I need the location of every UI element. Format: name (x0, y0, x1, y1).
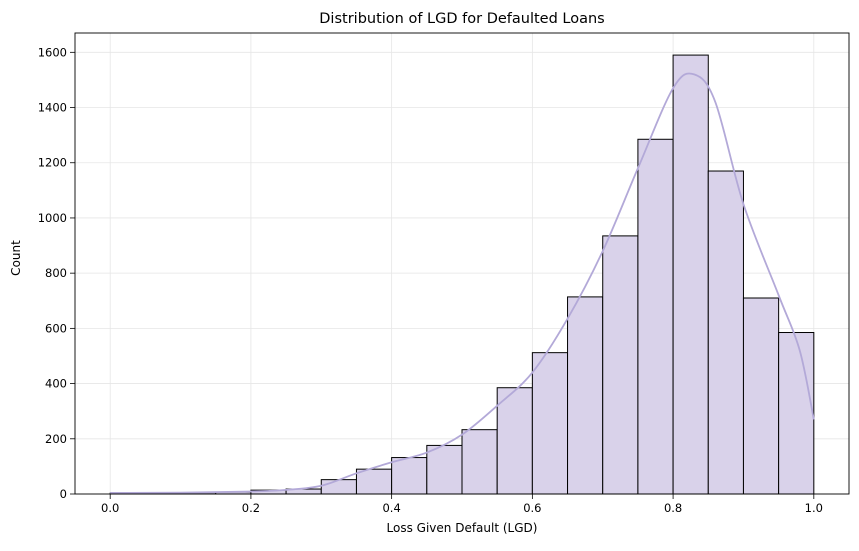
x-tick-label: 0.8 (664, 501, 682, 515)
axes (74, 32, 850, 495)
x-axis-label: Loss Given Default (LGD) (387, 521, 538, 535)
y-tick-label: 1200 (38, 156, 67, 170)
x-tick-label: 0.4 (382, 501, 400, 515)
y-tick-label: 800 (45, 266, 67, 280)
x-tick-label: 0.6 (523, 501, 541, 515)
y-tick-label: 200 (45, 432, 67, 446)
plot-frame (74, 32, 850, 495)
histogram-bar (707, 170, 744, 495)
kde-curve-layer (110, 72, 815, 494)
x-tick-label: 0.2 (242, 501, 260, 515)
histogram-bar (742, 297, 780, 495)
y-tick-label: 1000 (38, 211, 67, 225)
histogram-bar (320, 479, 357, 495)
histogram-bar (391, 457, 428, 495)
histogram-bar (496, 387, 533, 495)
histogram-bars (109, 54, 815, 495)
histogram-bar (355, 468, 393, 495)
histogram-bar (672, 54, 709, 495)
x-tick-label: 1.0 (805, 501, 823, 515)
kde-curve (110, 72, 815, 494)
histogram-bar (637, 138, 674, 495)
chart-title: Distribution of LGD for Defaulted Loans (319, 11, 604, 27)
y-tick-label: 1600 (38, 45, 67, 59)
histogram-bar (602, 235, 639, 495)
histogram-bar (778, 332, 815, 495)
y-tick-label: 400 (45, 377, 67, 391)
histogram-bar (461, 429, 498, 495)
histogram-bar (426, 444, 463, 495)
histogram-bar (567, 296, 604, 495)
y-tick-label: 1400 (38, 101, 67, 115)
y-axis-label: Count (9, 240, 23, 276)
histogram-bar (531, 352, 569, 495)
x-tick-label: 0.0 (101, 501, 119, 515)
tick-labels: 0.0 0.2 0.4 0.6 0.8 1.0 0 200 400 600 800 1000 1200 1… (38, 45, 823, 515)
y-tick-label: 600 (45, 321, 67, 335)
y-tick-label: 0 (60, 487, 67, 501)
